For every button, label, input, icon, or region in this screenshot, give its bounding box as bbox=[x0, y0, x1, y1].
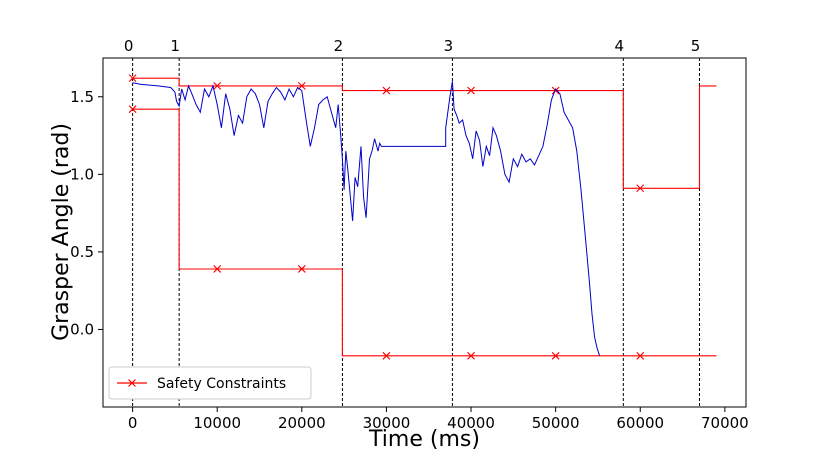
x-axis: 0 10000 20000 30000 40000 50000 60000 70000 bbox=[128, 407, 749, 432]
y-tick-label: 0.0 bbox=[70, 320, 94, 338]
constraint-marker bbox=[297, 265, 306, 273]
plot-area bbox=[128, 74, 717, 360]
y-axis-title: Grasper Angle (rad) bbox=[49, 123, 74, 341]
y-tick-label: 0.5 bbox=[70, 243, 94, 261]
constraint-upper-line bbox=[132, 77, 717, 189]
legend-box bbox=[108, 366, 312, 400]
x-tick-label: 10000 bbox=[193, 414, 241, 432]
constraint-marker bbox=[297, 82, 306, 90]
constraint-marker bbox=[213, 82, 222, 90]
trajectory-line bbox=[132, 81, 601, 356]
y-tick-label: 1.5 bbox=[70, 88, 94, 106]
segment-label: 0 bbox=[124, 37, 134, 55]
legend-x-marker bbox=[128, 379, 136, 387]
x-tick-label: 70000 bbox=[701, 414, 749, 432]
constraint-marker bbox=[551, 351, 560, 360]
constraint-marker bbox=[213, 265, 222, 273]
segment-boundaries bbox=[132, 58, 700, 407]
plot-frame bbox=[102, 57, 747, 408]
segment-label: 5 bbox=[691, 37, 701, 55]
x-tick-label: 60000 bbox=[616, 414, 664, 432]
segment-labels: 0 1 2 3 4 5 bbox=[124, 37, 700, 55]
constraint-marker bbox=[128, 74, 137, 83]
constraint-marker bbox=[636, 351, 645, 360]
x-tick-label: 0 bbox=[128, 414, 138, 432]
x-tick-label: 30000 bbox=[363, 414, 411, 432]
legend-label: Safety Constraints bbox=[157, 376, 286, 392]
y-axis: 0.0 0.5 1.0 1.5 bbox=[70, 88, 103, 338]
segment-label: 2 bbox=[334, 37, 344, 55]
segment-label: 4 bbox=[615, 37, 625, 55]
constraint-marker bbox=[636, 184, 645, 193]
x-tick-label: 40000 bbox=[447, 414, 495, 432]
x-axis-title: Time (ms) bbox=[368, 427, 480, 452]
segment-label: 3 bbox=[444, 37, 454, 55]
constraint-marker bbox=[128, 105, 137, 114]
y-tick-label: 1.0 bbox=[70, 165, 94, 183]
constraint-marker bbox=[382, 351, 391, 360]
constraint-marker bbox=[467, 351, 475, 360]
x-tick-label: 50000 bbox=[532, 414, 580, 432]
legend: Safety Constraints bbox=[108, 366, 312, 400]
constraint-lower-line bbox=[132, 108, 717, 357]
constraint-marker bbox=[467, 86, 475, 95]
constraint-marker bbox=[551, 86, 560, 95]
constraint-marker bbox=[382, 86, 391, 95]
x-tick-label: 20000 bbox=[278, 414, 326, 432]
segment-label: 1 bbox=[170, 37, 180, 55]
